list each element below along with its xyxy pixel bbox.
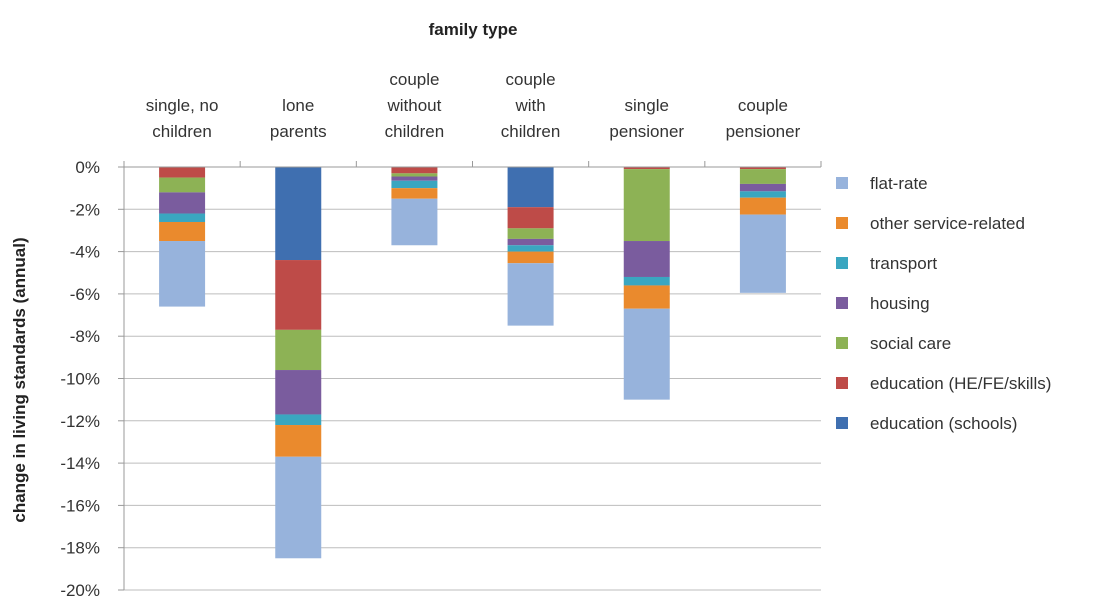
- y-tick-label: -14%: [60, 454, 100, 473]
- bar-segment: [275, 260, 322, 330]
- bar-segment: [159, 221, 206, 242]
- gridlines: [124, 166, 821, 591]
- legend-label: housing: [870, 294, 930, 313]
- axes: [118, 161, 822, 591]
- bar-segment: [275, 329, 322, 371]
- bar-segment: [507, 207, 554, 229]
- bars: [159, 167, 786, 559]
- bar-segment: [623, 169, 670, 242]
- category-label: pensioner: [609, 122, 684, 141]
- legend-label: transport: [870, 254, 937, 273]
- bar-segment: [739, 191, 786, 198]
- bar-segment: [159, 241, 206, 307]
- bar-segment: [275, 456, 322, 559]
- y-tick-label: -20%: [60, 581, 100, 599]
- legend-swatch: [836, 217, 848, 229]
- legend-swatch: [836, 177, 848, 189]
- bar-segment: [507, 228, 554, 239]
- bar-segment: [391, 167, 438, 174]
- legend-swatch: [836, 257, 848, 269]
- bar-segment: [391, 173, 438, 177]
- bar-segment: [739, 183, 786, 192]
- legend-label: other service-related: [870, 214, 1025, 233]
- y-tick-label: -2%: [70, 200, 100, 219]
- bar-segment: [159, 192, 206, 214]
- bar-segment: [159, 177, 206, 193]
- bar-segment: [391, 198, 438, 246]
- bar-segment: [275, 370, 322, 415]
- y-tick-label: -12%: [60, 412, 100, 431]
- legend-label: education (HE/FE/skills): [870, 374, 1051, 393]
- legend-swatch: [836, 417, 848, 429]
- category-label: couple: [389, 70, 439, 89]
- legend-swatch: [836, 297, 848, 309]
- bar-segment: [507, 245, 554, 252]
- bar-segment: [623, 276, 670, 286]
- category-label: single, no: [146, 96, 219, 115]
- y-axis-label: change in living standards (annual): [10, 237, 29, 522]
- legend-label: social care: [870, 334, 951, 353]
- category-label: couple: [506, 70, 556, 89]
- y-tick-label: 0%: [75, 158, 100, 177]
- bar-segment: [391, 180, 438, 189]
- y-tick-label: -8%: [70, 327, 100, 346]
- bar-segment: [623, 167, 670, 170]
- bar-segment: [739, 169, 786, 184]
- y-axis-ticks: 0% -2% -4% -6% -8% -10% -12% -14% -16% -18% -20%: [60, 158, 100, 599]
- category-label: with: [514, 96, 545, 115]
- category-label: couple: [738, 96, 788, 115]
- bar-segment: [623, 285, 670, 309]
- y-tick-label: -6%: [70, 285, 100, 304]
- legend-swatch: [836, 377, 848, 389]
- bar-segment: [507, 251, 554, 264]
- bar-segment: [275, 414, 322, 426]
- chart-title: family type: [429, 20, 518, 39]
- category-label: lone: [282, 96, 314, 115]
- category-label: parents: [270, 122, 327, 141]
- legend: flat-rate other service-related transport h…: [836, 174, 1051, 433]
- bar-segment: [623, 241, 670, 277]
- y-tick-label: -16%: [60, 496, 100, 515]
- y-tick-label: -4%: [70, 243, 100, 262]
- legend-label: flat-rate: [870, 174, 928, 193]
- bar-segment: [391, 176, 438, 181]
- category-label: without: [386, 96, 441, 115]
- bar-segment: [623, 308, 670, 400]
- y-tick-label: -18%: [60, 539, 100, 558]
- category-label: children: [152, 122, 212, 141]
- category-label: children: [385, 122, 445, 141]
- bar-segment: [507, 238, 554, 246]
- y-tick-label: -10%: [60, 370, 100, 389]
- bar-segment: [275, 425, 322, 457]
- bar-segment: [159, 167, 206, 178]
- bar-segment: [739, 197, 786, 215]
- category-labels: single, no children lone parents couple witho…: [146, 70, 801, 141]
- category-label: single: [625, 96, 669, 115]
- bar-segment: [739, 167, 786, 170]
- bar-segment: [739, 214, 786, 293]
- legend-swatch: [836, 337, 848, 349]
- category-label: children: [501, 122, 561, 141]
- bar-segment: [507, 263, 554, 326]
- legend-label: education (schools): [870, 414, 1017, 433]
- category-label: pensioner: [726, 122, 801, 141]
- bar-segment: [275, 167, 322, 261]
- bar-segment: [391, 188, 438, 199]
- bar-segment: [507, 167, 554, 208]
- bar-segment: [159, 213, 206, 222]
